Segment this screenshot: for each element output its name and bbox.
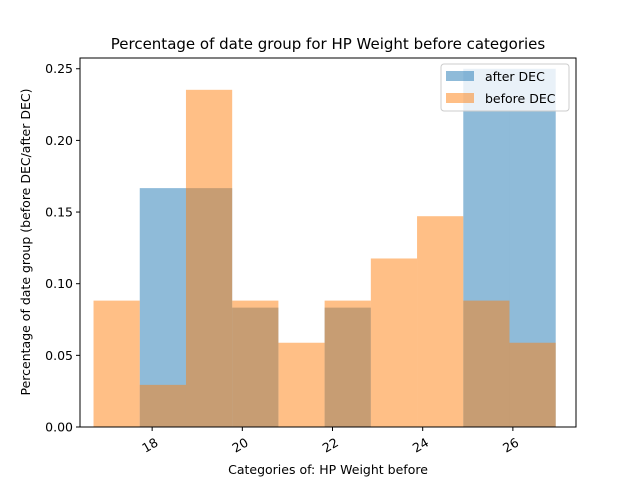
legend-label: before DEC [485,91,556,106]
chart-title: Percentage of date group for HP Weight b… [111,35,546,53]
bars-layer [93,68,556,428]
y-tick-label: 0.20 [45,133,73,148]
plot-frame [79,57,577,428]
y-tick-label: 0.10 [45,276,73,291]
bar-before-dec-8 [463,300,510,427]
bar-before-dec-5 [324,300,371,427]
axes-layer: 0.00 0.05 0.10 0.15 0.20 0.25 18 20 22 24 26 [45,57,577,456]
bar-before-dec-3 [232,300,279,427]
x-tick-label: 26 [500,435,521,456]
legend-swatch [446,71,474,81]
y-tick-label: 0.15 [45,205,73,220]
x-tick-label: 22 [320,435,341,456]
legend-swatch [446,93,474,103]
bar-before-dec-9 [509,342,556,427]
x-tick-label: 24 [410,435,431,456]
y-tick-label: 0.25 [45,61,73,76]
bar-before-dec-6 [370,258,418,427]
bar-before-dec-1 [139,384,186,427]
bar-before-dec-2 [185,89,233,428]
x-tick-label: 20 [229,435,250,456]
bar-before-dec-7 [417,216,464,427]
bar-before-dec-4 [278,342,325,427]
y-axis-label: Percentage of date group (before DEC/aft… [18,89,33,396]
x-tick-label: 18 [139,435,160,456]
y-tick-label: 0.05 [45,348,73,363]
y-tick-label: 0.00 [45,420,73,435]
x-axis-label: Categories of: HP Weight before [228,462,428,477]
legend-label: after DEC [485,69,545,84]
legend: after DEC before DEC [440,63,570,112]
bar-before-dec-0 [93,300,140,427]
